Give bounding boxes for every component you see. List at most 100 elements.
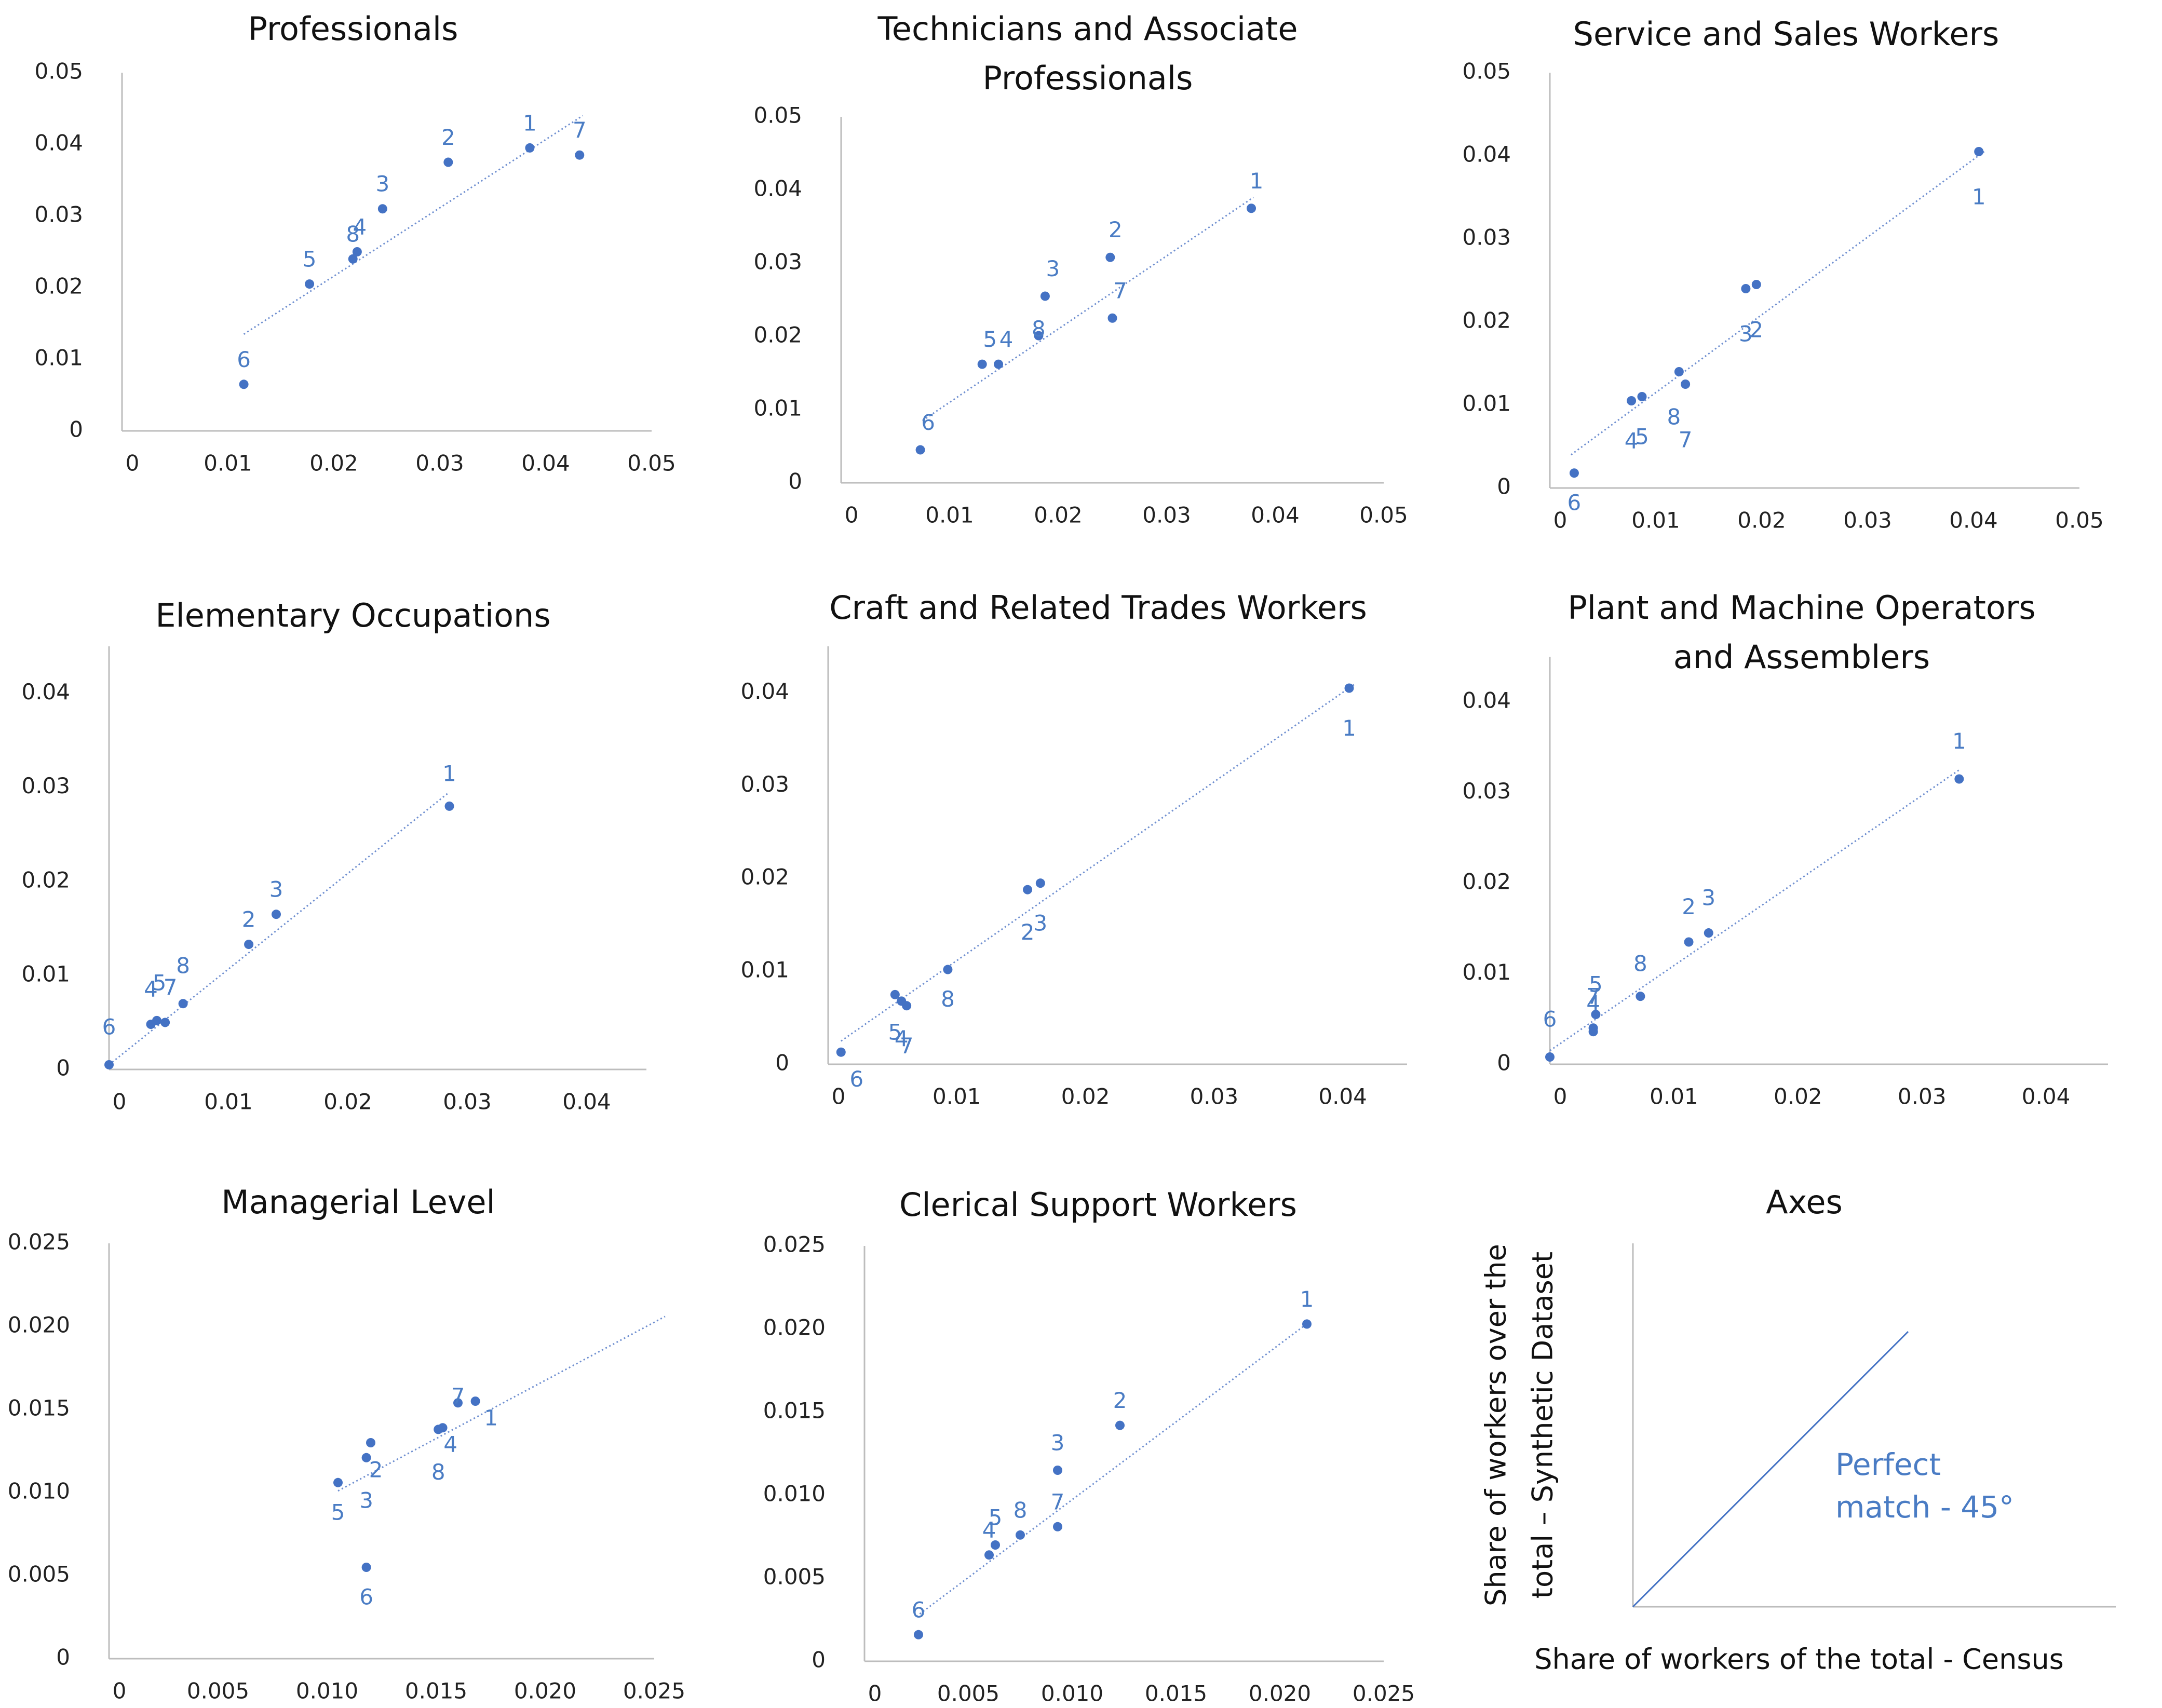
y-tick-label: 0.04	[1462, 688, 1511, 713]
data-point	[160, 1018, 170, 1027]
data-point	[444, 801, 454, 811]
x-tick-label: 0.05	[627, 451, 676, 476]
point-label: 3	[269, 877, 283, 902]
point-label: 2	[1749, 317, 1763, 343]
data-point	[348, 254, 358, 264]
data-point	[1105, 252, 1115, 262]
x-tick-label: 0.04	[562, 1089, 611, 1115]
panel-title: and Assemblers	[1673, 638, 1930, 676]
x-tick-label: 0.005	[187, 1678, 249, 1704]
data-point	[1627, 396, 1637, 405]
x-tick-label: 0	[845, 503, 859, 528]
x-tick-label: 0.03	[1142, 503, 1191, 528]
data-point	[244, 940, 254, 950]
y-tick-label: 0.010	[763, 1481, 826, 1507]
x-tick-label: 0.01	[204, 1089, 253, 1115]
point-label: 1	[523, 110, 537, 135]
x-tick-label: 0.01	[1650, 1084, 1698, 1109]
point-label: 3	[1046, 256, 1060, 281]
data-point	[1247, 204, 1256, 213]
y-tick-label: 0.03	[753, 249, 802, 275]
x-tick-label: 0.03	[1190, 1084, 1239, 1109]
point-label: 3	[375, 171, 389, 197]
data-point	[994, 359, 1004, 369]
data-point	[305, 279, 315, 289]
point-label: 7	[164, 974, 178, 1000]
data-point	[1545, 1052, 1555, 1062]
y-tick-label: 0.01	[34, 345, 83, 371]
data-point	[1040, 291, 1050, 301]
y-tick-label: 0	[1497, 474, 1511, 499]
x-tick-label: 0	[832, 1084, 846, 1109]
scatter-panel: Managerial Level 0 0.005 0.010 0.015 0.020 0.0…	[8, 1183, 685, 1703]
x-tick-label: 0.02	[1774, 1084, 1822, 1109]
panel-title: Managerial Level	[221, 1183, 495, 1221]
y-tick-label: 0.020	[8, 1312, 70, 1338]
trendline	[922, 196, 1254, 422]
y-tick-label: 0.04	[740, 679, 789, 704]
panel-title: Plant and Machine Operators	[1568, 589, 2035, 627]
x-tick-label: 0.02	[309, 451, 358, 476]
scatter-panel: Plant and Machine Operators and Assembler…	[1462, 589, 2108, 1109]
point-label: 4	[982, 1517, 996, 1543]
x-tick-label: 0.020	[1249, 1681, 1311, 1706]
point-label: 5	[1589, 972, 1603, 997]
point-label: 4	[895, 1026, 909, 1051]
data-point	[525, 143, 535, 153]
point-label: 8	[431, 1459, 445, 1485]
x-tick-label: 0.025	[623, 1678, 685, 1704]
data-point	[272, 910, 281, 919]
x-tick-label: 0.04	[1251, 503, 1300, 528]
scatter-panel: Clerical Support Workers 0 0.005 0.010 0.015…	[763, 1186, 1415, 1706]
perfect-match-annotation: Perfect	[1835, 1447, 1941, 1482]
x-tick-label: 0.02	[323, 1089, 372, 1115]
point-label: 5	[153, 970, 167, 995]
data-point	[1569, 468, 1579, 478]
y-tick-label: 0.010	[8, 1479, 70, 1504]
y-tick-label: 0	[812, 1647, 826, 1673]
panel-title: Craft and Related Trades Workers	[829, 589, 1367, 627]
y-tick-label: 0.025	[8, 1229, 70, 1255]
data-point	[902, 1001, 912, 1011]
y-tick-label: 0.03	[740, 771, 789, 797]
point-label: 5	[989, 1505, 1003, 1530]
x-tick-label: 0.04	[1318, 1084, 1367, 1109]
y-tick-label: 0.02	[740, 864, 789, 890]
point-label: 7	[1586, 984, 1600, 1009]
data-point	[1954, 774, 1964, 784]
scatter-panel: Elementary Occupations 0 0.01 0.02 0.03 0.04 0…	[21, 597, 646, 1115]
data-point	[470, 1397, 480, 1406]
x-tick-label: 0	[113, 1678, 127, 1704]
panel-title: Professionals	[248, 10, 458, 48]
point-label: 1	[1342, 715, 1356, 741]
y-tick-label: 0.01	[1462, 391, 1511, 416]
x-tick-label: 0.02	[1737, 508, 1786, 533]
x-tick-label: 0.010	[1041, 1681, 1103, 1706]
x-tick-label: 0	[868, 1681, 882, 1706]
point-label: 1	[1952, 728, 1966, 754]
point-label: 6	[849, 1066, 863, 1092]
data-point	[575, 150, 585, 160]
point-label: 8	[1014, 1497, 1028, 1523]
point-label: 2	[1682, 894, 1696, 919]
scatter-panel: Technicians and Associate Professionals 0 0…	[753, 10, 1408, 527]
point-label: 4	[1625, 428, 1639, 454]
point-label: 4	[999, 327, 1014, 352]
scatter-panel: Professionals 0 0.01 0.02 0.03 0.04 0.05 0 0.01 0…	[34, 10, 675, 476]
trendline	[916, 1320, 1312, 1617]
y-tick-label: 0.03	[34, 202, 83, 227]
x-tick-label: 0.015	[405, 1678, 467, 1704]
data-point	[239, 379, 249, 389]
point-label: 1	[442, 761, 456, 786]
data-point	[915, 445, 925, 455]
point-label: 2	[441, 125, 455, 150]
y-tick-label: 0.01	[753, 396, 802, 421]
point-label: 2	[242, 907, 256, 932]
x-tick-label: 0.01	[933, 1084, 981, 1109]
data-point	[1637, 392, 1647, 401]
data-point	[333, 1477, 343, 1487]
y-tick-label: 0	[775, 1050, 789, 1076]
y-tick-label: 0.04	[21, 679, 70, 704]
point-label: 8	[1032, 316, 1046, 342]
point-label: 2	[1021, 919, 1035, 945]
